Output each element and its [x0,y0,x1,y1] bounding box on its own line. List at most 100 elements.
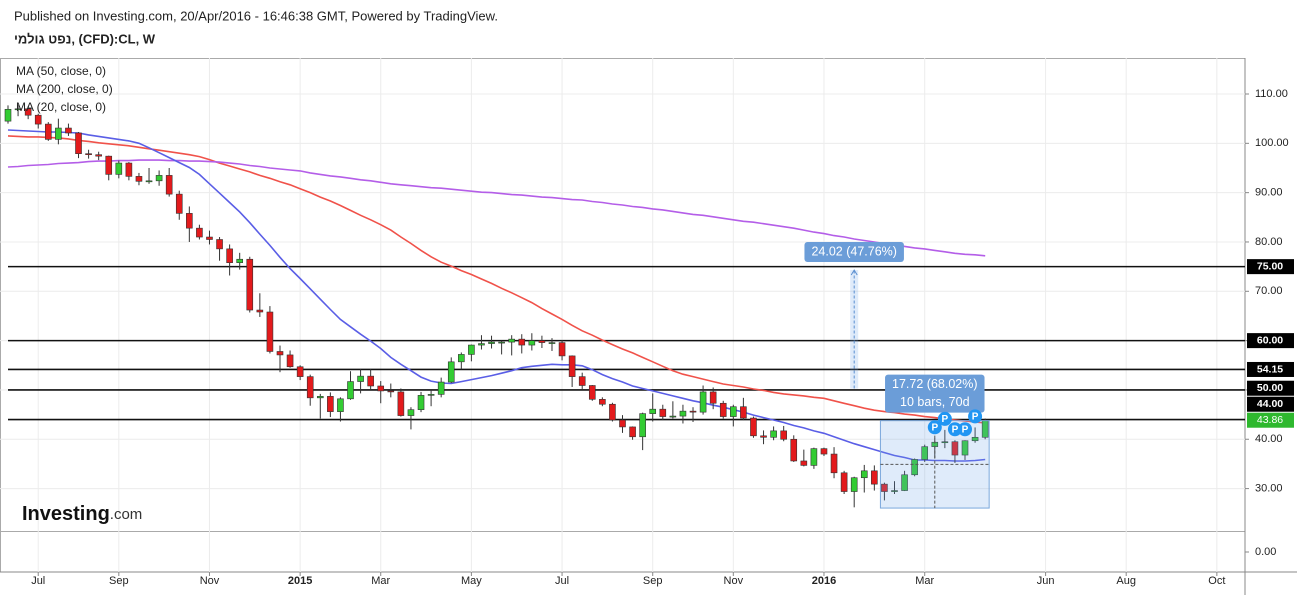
candle-body [961,440,969,456]
candle-body [548,342,556,344]
candle-body [871,470,878,485]
candle-body [921,446,929,460]
candle-body [528,340,536,346]
candle-body [105,155,113,175]
candle-body [951,441,959,456]
x-tick-label: Mar [371,575,390,587]
measure-label-box [885,374,985,413]
candle-body [266,311,274,352]
candle-body [236,258,243,263]
level-label: 75.00 [1257,260,1283,272]
pivot-label: P [962,424,969,435]
candle-body [246,258,254,311]
last-price-box [1247,412,1294,428]
candle-body [629,426,636,438]
candle-body [730,406,737,417]
candle-body [740,406,747,419]
candle-body [437,381,445,395]
candle-body [780,430,787,440]
candle-body [24,108,32,116]
candle-body [478,343,485,346]
y-tick-label: 40.00 [1255,433,1283,445]
candle-body [689,410,697,413]
candle-body [44,123,52,140]
x-tick-label: Oct [1208,575,1225,587]
candle-body [901,474,908,491]
candle-body [85,153,92,155]
candle-body [296,366,304,377]
measure-sublabel: 10 bars, 70d [900,395,970,409]
x-tick-label: Jun [1037,575,1055,587]
candle-body [417,395,425,410]
legend-entry: MA (200, close, 0) [16,82,113,96]
candle-body [669,415,677,418]
candle-body [55,127,62,140]
candle-body [971,436,979,442]
pivot-label: P [931,422,938,433]
ma-line [7,135,986,424]
candle-body [518,338,526,346]
candle-body [407,409,415,416]
level-label-box [1247,259,1294,275]
x-tick-label: Sep [109,575,129,587]
level-label-box [1247,361,1294,377]
candle-body [619,419,626,428]
candle-body [770,430,777,438]
pivot-marker [968,409,983,424]
candle-body [639,413,646,438]
y-tick-label: 70.00 [1255,285,1283,297]
x-tick-label: 2015 [288,575,312,587]
candle-body [196,227,203,238]
candle-body [397,391,405,416]
candle-body [175,193,183,214]
y-tick-label: 30.00 [1255,482,1283,494]
watermark-brand: Investing [22,503,110,525]
candle-body [4,108,12,122]
pivot-label: P [972,412,979,423]
candle-body [327,396,334,412]
candle-body [306,376,314,399]
candle-body [447,361,455,383]
candle-body [599,399,606,405]
candle-body [427,394,435,396]
candle-body [115,162,123,175]
x-tick-label: Aug [1116,575,1136,587]
candle-body [256,309,264,313]
candle-body [367,375,374,387]
x-tick-label: Jul [31,575,45,587]
candle-body [14,108,22,111]
watermark-suffix: .com [110,506,143,523]
level-label: 44.00 [1257,398,1283,410]
candle-body [699,391,707,413]
pivot-label: P [942,414,949,425]
candle-body [820,448,828,455]
candle-body [498,341,505,344]
candle-body [538,340,546,343]
y-tick-label: 110.00 [1255,88,1288,100]
level-label-box [1247,380,1294,396]
candle-body [760,435,767,438]
candle-body [840,472,848,492]
candle-body [468,344,475,355]
candle-body [95,154,102,157]
candle-body [679,410,687,417]
plot: 24.02 (47.76%) 17.72 (68.02%) 10 bars, 70d… [4,105,1294,509]
candle-body [790,438,798,462]
candle-body [709,391,717,404]
candle-body [911,459,918,476]
candle-body [316,396,324,399]
candle-body [347,381,354,400]
candle-body [719,402,727,417]
candle-body [508,338,515,343]
level-label: 60.00 [1257,334,1283,346]
legend-entry: MA (20, close, 0) [16,100,106,114]
pivot-marker [937,411,952,426]
candle-body [387,390,395,393]
candle-body [135,176,143,182]
candle-body [337,398,344,412]
candle-body [941,441,949,444]
pivot-marker [947,422,962,437]
pivot-marker [958,422,973,437]
